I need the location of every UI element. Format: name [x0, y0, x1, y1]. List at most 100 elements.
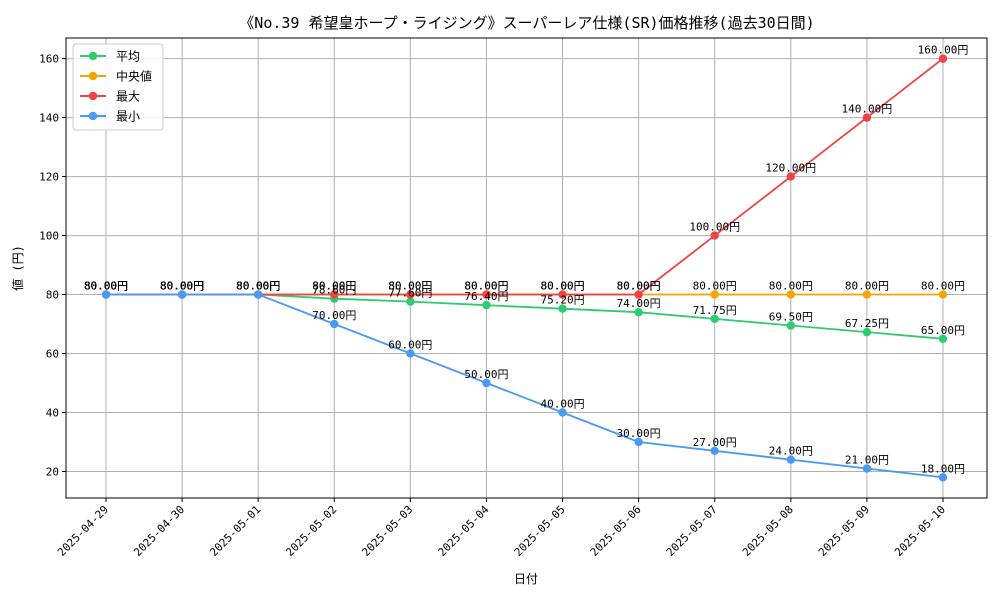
series-0	[101, 290, 948, 343]
data-point	[253, 290, 263, 299]
data-label: 74.00円	[617, 297, 661, 310]
x-tick-label: 2025-05-09	[816, 503, 872, 559]
data-label: 24.00円	[769, 445, 813, 458]
data-point	[710, 231, 719, 240]
data-label: 80.00円	[84, 280, 128, 293]
data-point	[101, 290, 111, 299]
legend-swatch-marker	[88, 71, 98, 81]
data-label: 76.40円	[464, 290, 508, 303]
y-tick-label: 80	[46, 289, 59, 302]
data-label: 80.00円	[388, 280, 432, 293]
legend-label: 最大	[116, 90, 140, 104]
data-label: 80.00円	[769, 280, 813, 293]
data-point	[938, 334, 948, 343]
data-label: 80.00円	[312, 280, 356, 293]
legend-swatch-marker	[88, 91, 98, 101]
x-tick-label: 2025-05-07	[664, 503, 720, 559]
data-label: 67.25円	[845, 317, 889, 330]
data-point	[330, 290, 339, 299]
data-label: 75.20円	[540, 294, 584, 307]
data-label: 80.00円	[388, 280, 432, 293]
legend-swatch-marker	[88, 111, 98, 121]
chart-title: 《No.39 希望皇ホープ・ライジング》スーパーレア仕様(SR)価格推移(過去3…	[239, 14, 814, 32]
data-point	[862, 290, 872, 299]
data-point	[634, 437, 643, 447]
data-label: 27.00円	[693, 436, 737, 449]
data-label: 80.00円	[617, 280, 661, 293]
data-label: 140.00円	[842, 103, 893, 116]
legend-swatch-marker	[88, 51, 98, 61]
series-line	[106, 293, 944, 340]
data-label: 78.60円	[312, 284, 356, 297]
data-label: 60.00円	[388, 339, 432, 352]
x-tick-label: 2025-05-06	[588, 503, 644, 559]
y-tick-label: 40	[46, 406, 59, 419]
data-point	[177, 290, 187, 299]
data-label: 80.00円	[84, 280, 128, 293]
data-point	[786, 172, 796, 181]
series-layer	[101, 54, 948, 482]
data-label: 80.00円	[540, 280, 584, 293]
data-point	[634, 290, 643, 299]
data-label: 71.75円	[693, 304, 737, 317]
data-label: 80.00円	[84, 280, 128, 293]
data-label: 80.00円	[693, 280, 737, 293]
y-tick-label: 20	[46, 465, 59, 478]
legend-label: 最小	[116, 110, 140, 124]
data-point	[862, 113, 872, 122]
data-label: 80.00円	[464, 280, 508, 293]
data-point	[558, 408, 567, 417]
data-point	[634, 308, 643, 317]
data-point	[482, 300, 491, 310]
data-point	[330, 319, 339, 329]
x-tick-label: 2025-05-04	[436, 503, 492, 559]
data-point	[862, 464, 872, 473]
y-tick-label: 120	[39, 171, 59, 184]
data-label: 65.00円	[921, 324, 965, 337]
data-label: 100.00円	[689, 221, 740, 234]
data-label: 21.00円	[845, 454, 889, 467]
data-label: 77.60円	[388, 287, 432, 300]
x-tick-label: 2025-05-08	[740, 503, 796, 559]
data-label: 120.00円	[765, 162, 816, 175]
data-label: 69.50円	[769, 311, 813, 324]
data-point	[558, 290, 567, 299]
x-axis-label: 日付	[514, 572, 538, 586]
data-label: 80.00円	[312, 280, 356, 293]
data-labels-layer: 80.00円 80.00円 80.00円 78.60円 77.60円 76.40円 75.2…	[84, 44, 968, 476]
y-tick-label: 160	[39, 53, 59, 66]
data-label: 40.00円	[540, 397, 584, 410]
data-point	[786, 455, 796, 464]
data-label: 80.00円	[236, 280, 280, 293]
data-label: 80.00円	[464, 280, 508, 293]
x-axis: 2025-04-29 2025-04-30 2025-05-01 2025-05-02…	[55, 498, 948, 559]
y-tick-label: 140	[39, 112, 59, 125]
legend-box	[72, 43, 164, 131]
data-point	[482, 290, 491, 299]
data-label: 80.00円	[84, 280, 128, 293]
data-label: 80.00円	[160, 280, 204, 293]
data-point	[406, 290, 415, 299]
legend-label: 平均	[116, 50, 140, 64]
data-label: 80.00円	[540, 280, 584, 293]
data-point	[482, 378, 491, 388]
x-tick-label: 2025-05-02	[283, 503, 339, 559]
data-point	[406, 349, 415, 358]
data-label: 80.00円	[160, 280, 204, 293]
data-label: 30.00円	[617, 427, 661, 440]
x-tick-label: 2025-04-30	[131, 503, 187, 559]
data-label: 18.00円	[921, 462, 965, 475]
data-label: 80.00円	[845, 280, 889, 293]
legend-label: 中央値	[116, 69, 152, 84]
plot-area-frame	[65, 37, 988, 499]
data-label: 160.00円	[918, 44, 969, 57]
data-point	[786, 321, 796, 330]
series-line	[106, 293, 944, 479]
y-tick-label: 100	[39, 230, 59, 243]
data-point	[710, 314, 719, 324]
data-label: 80.00円	[617, 280, 661, 293]
data-point	[558, 304, 567, 313]
x-tick-label: 2025-05-10	[892, 503, 948, 559]
